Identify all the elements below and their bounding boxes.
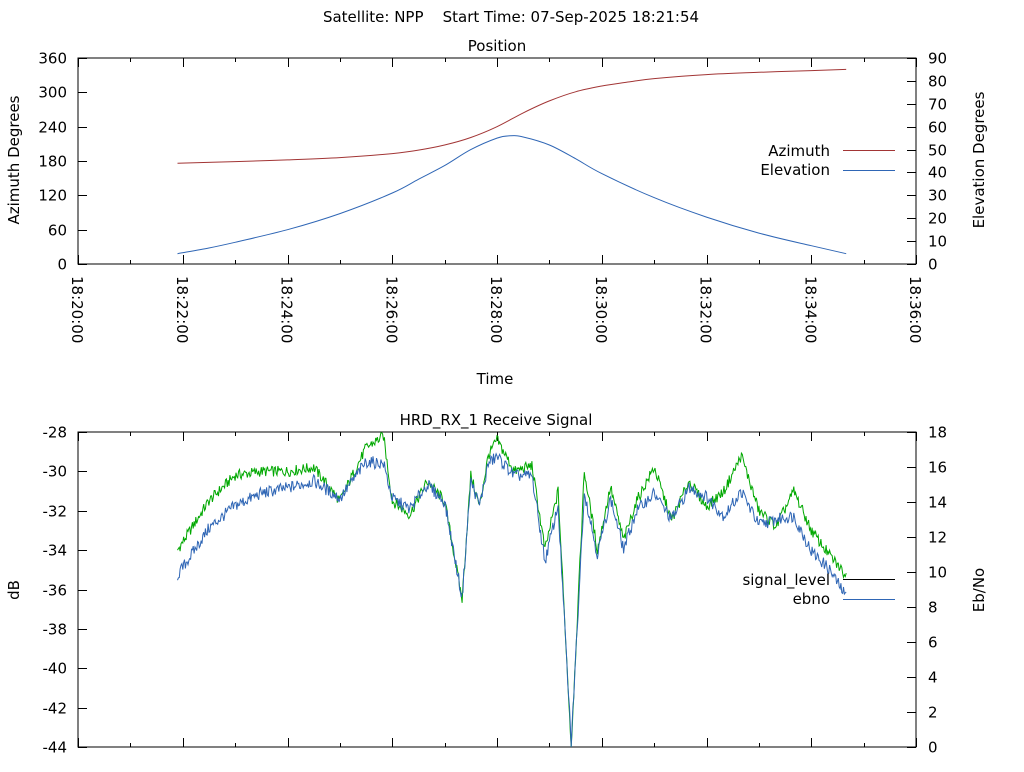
position-y-tick-label: 240 (38, 119, 67, 137)
legend-label-elevation: Elevation (760, 161, 830, 179)
signal-y2-tick-label: 12 (928, 529, 947, 547)
signal-chart-title: HRD_RX_1 Receive Signal (400, 411, 593, 430)
position-y2-tick-label: 30 (928, 187, 947, 205)
position-x-tick-label: 18:26:00 (382, 276, 400, 343)
signal-axes: -44 -42 -40 -38 -36 -34 -32 -30 -28 0 2 4 6 8 10 12 14 16… (43, 424, 948, 757)
signal-y2-tick-label: 18 (928, 424, 947, 442)
position-y2-tick-label: 60 (928, 119, 947, 137)
position-x-tick-label: 18:30:00 (592, 276, 610, 343)
legend-label-ebno: ebno (793, 590, 830, 608)
position-x-tick-label: 18:20:00 (68, 276, 86, 343)
series-line-ebno (177, 452, 847, 748)
position-y-tick-label: 360 (38, 50, 67, 68)
position-y2-tick-label: 90 (928, 50, 947, 68)
legend-label-signal-level: signal_level (742, 571, 830, 590)
figure-title: Satellite: NPP Start Time: 07-Sep-2025 1… (323, 8, 699, 26)
position-chart-title: Position (468, 37, 526, 55)
signal-y-tick-label: -34 (43, 542, 68, 560)
position-y2-tick-label: 80 (928, 73, 947, 91)
signal-y2-tick-label: 2 (928, 704, 938, 722)
position-y2-tick-label: 20 (928, 210, 947, 228)
position-y2-tick-label: 10 (928, 233, 947, 251)
position-y2-tick-label: 70 (928, 96, 947, 114)
position-y-tick-label: 60 (48, 222, 67, 240)
position-axes: 18:20:00 18:22:00 18:24:00 18:26:00 18:28:00… (38, 50, 947, 344)
signal-y2-tick-label: 14 (928, 494, 947, 512)
position-x-tick-label: 18:24:00 (278, 276, 296, 343)
position-y-axis-label: Azimuth Degrees (5, 95, 23, 224)
position-x-tick-label: 18:32:00 (697, 276, 715, 343)
signal-y-tick-label: -30 (43, 463, 68, 481)
signal-y2-axis-label: Eb/No (970, 568, 988, 612)
series-line-azimuth (177, 68, 847, 164)
position-y-tick-label: 180 (38, 153, 67, 171)
position-x-tick-label: 18:34:00 (801, 276, 819, 343)
position-x-axis-label: Time (476, 370, 514, 388)
signal-y2-tick-label: 16 (928, 459, 947, 477)
signal-y2-tick-label: 10 (928, 564, 947, 582)
signal-y-tick-label: -38 (43, 621, 68, 639)
signal-series-layer (177, 432, 847, 748)
signal-y2-tick-label: 8 (928, 599, 938, 617)
signal-y-tick-label: -44 (43, 739, 68, 757)
signal-y-tick-label: -40 (43, 660, 68, 678)
position-x-tick-label: 18:22:00 (173, 276, 191, 343)
position-x-tick-label: 18:28:00 (487, 276, 505, 343)
position-x-tick-label: 18:36:00 (906, 276, 924, 343)
signal-y-tick-label: -28 (43, 424, 68, 442)
position-y-tick-label: 300 (38, 84, 67, 102)
signal-y2-tick-label: 4 (928, 669, 938, 687)
signal-legend: signal_level ebno (742, 571, 895, 608)
position-y2-tick-label: 50 (928, 142, 947, 160)
signal-y2-tick-label: 0 (928, 739, 938, 757)
signal-y-tick-label: -32 (43, 503, 68, 521)
legend-label-azimuth: Azimuth (768, 142, 830, 160)
signal-y-tick-label: -36 (43, 582, 68, 600)
position-y-tick-label: 0 (57, 256, 67, 274)
signal-y-axis-label: dB (5, 580, 23, 600)
position-legend: Azimuth Elevation (760, 142, 895, 179)
position-y2-tick-label: 0 (928, 256, 938, 274)
position-y-tick-label: 120 (38, 187, 67, 205)
position-y2-tick-label: 40 (928, 164, 947, 182)
series-line-elevation (177, 135, 847, 255)
signal-y-tick-label: -42 (43, 700, 68, 718)
signal-y2-tick-label: 6 (928, 634, 938, 652)
position-series-layer (177, 68, 847, 255)
position-y2-axis-label: Elevation Degrees (970, 91, 988, 228)
